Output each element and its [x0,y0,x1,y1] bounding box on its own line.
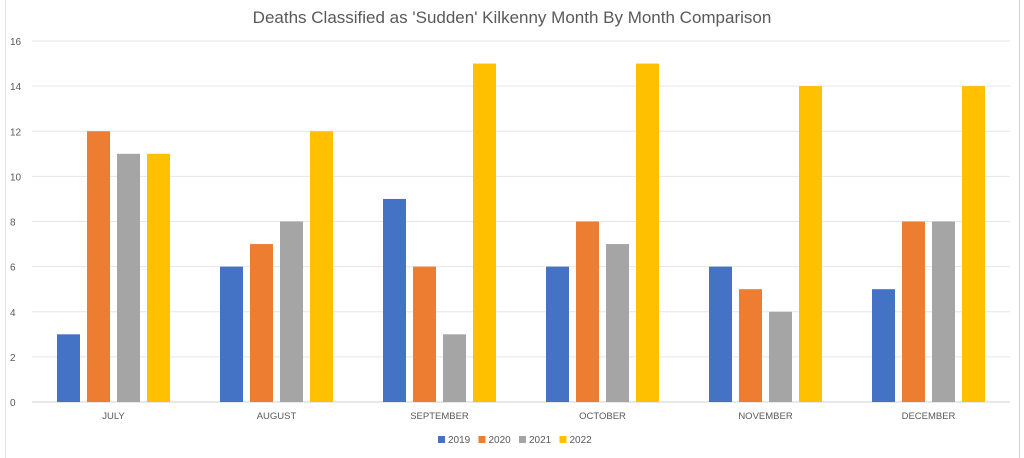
x-tick-label: DECEMBER [902,411,956,422]
bar-2020-november [739,289,762,402]
bar-2019-december [872,289,895,402]
x-tick-label: NOVEMBER [738,411,793,422]
y-tick-label: 2 [10,353,16,364]
x-tick-label: SEPTEMBER [410,411,469,422]
bar-2022-july [147,153,170,402]
bar-2020-august [250,244,273,402]
x-tick-label: OCTOBER [579,411,626,422]
bar-2019-july [57,334,80,402]
bar-2019-october [546,266,569,402]
legend-swatch-2021 [519,436,526,443]
bar-2019-september [383,198,406,402]
y-tick-label: 14 [10,82,22,93]
bar-2022-september [473,63,496,402]
y-tick-label: 16 [10,37,22,48]
bar-2020-december [902,221,925,402]
legend-label: 2019 [448,435,471,446]
bar-2022-october [636,63,659,402]
y-tick-label: 10 [10,172,22,183]
legend-swatch-2022 [559,436,567,443]
bar-2021-august [280,221,303,402]
bar-2021-october [606,244,629,402]
x-tick-label: AUGUST [257,411,297,422]
legend-label: 2021 [529,435,552,446]
bar-2021-september [443,334,466,402]
y-tick-label: 8 [10,218,16,229]
bar-2022-december [962,86,985,402]
bar-2019-november [709,266,732,402]
y-tick-label: 6 [10,263,16,274]
bar-2021-november [769,311,792,402]
bar-2020-july [87,131,110,402]
legend-swatch-2020 [478,436,486,443]
legend-label: 2022 [570,435,593,446]
y-tick-label: 0 [10,398,16,409]
bar-2020-september [413,266,436,402]
sheet-gridline [5,0,6,458]
bar-2021-december [932,221,955,402]
y-tick-label: 4 [10,308,16,319]
sheet-border [1019,0,1020,458]
bar-2021-july [117,153,140,402]
chart-title: Deaths Classified as 'Sudden' Kilkenny M… [253,8,772,27]
y-tick-label: 12 [10,127,22,138]
x-tick-label: JULY [102,411,125,422]
legend-label: 2020 [489,435,512,446]
bar-2019-august [220,266,243,402]
bar-2022-august [310,131,333,402]
legend-swatch-2019 [438,436,445,443]
bar-2020-october [576,221,599,402]
bar-2022-november [799,86,822,402]
